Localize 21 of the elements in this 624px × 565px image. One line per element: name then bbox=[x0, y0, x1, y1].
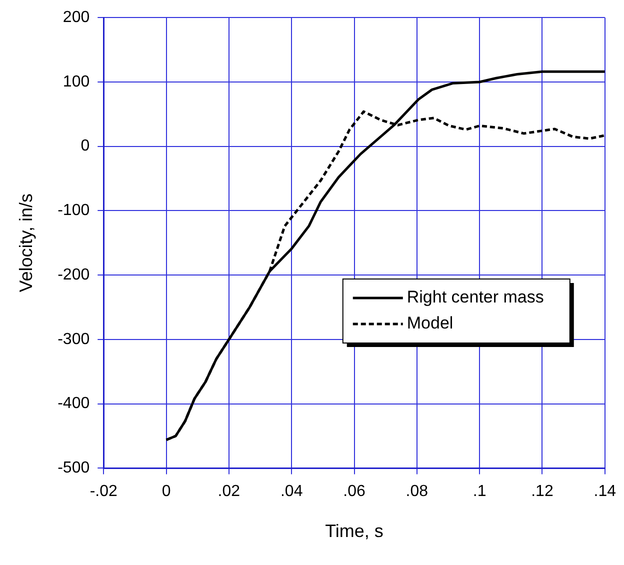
y-tick-label: 0 bbox=[80, 138, 90, 155]
x-tick-label: .02 bbox=[218, 483, 240, 500]
x-tick-label: .1 bbox=[472, 483, 486, 500]
y-tick-label: -300 bbox=[58, 330, 90, 348]
legend-label: Right center mass bbox=[406, 288, 544, 307]
x-tick-label: .12 bbox=[531, 483, 554, 500]
y-tick-label: -500 bbox=[58, 460, 90, 477]
x-tick-label: -.02 bbox=[90, 483, 118, 500]
x-tick-label: .04 bbox=[280, 483, 303, 500]
y-tick-label: -400 bbox=[58, 395, 90, 412]
x-tick-label: .06 bbox=[343, 483, 366, 500]
y-axis-title: Velocity, in/s bbox=[16, 194, 36, 292]
x-tick-label: .08 bbox=[406, 483, 428, 500]
x-tick-label: 0 bbox=[162, 483, 171, 500]
y-tick-label: -100 bbox=[58, 202, 90, 220]
legend-label: Model bbox=[406, 314, 454, 333]
x-axis-title: Time, s bbox=[325, 521, 384, 542]
x-tick-label: .14 bbox=[594, 483, 616, 500]
y-tick-label: -200 bbox=[58, 266, 90, 284]
y-tick-label: 200 bbox=[62, 9, 90, 26]
y-tick-label: 100 bbox=[62, 73, 90, 90]
